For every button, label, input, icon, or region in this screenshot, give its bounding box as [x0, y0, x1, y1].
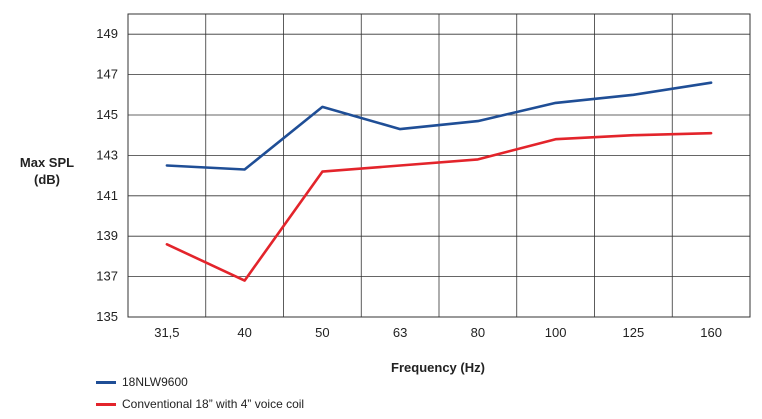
- series-line-2: [165, 131, 713, 282]
- y-tick-label: 147: [96, 67, 118, 82]
- y-tick-label: 141: [96, 188, 118, 203]
- x-tick-label: 125: [623, 325, 645, 340]
- plot-frame: [127, 13, 751, 318]
- legend-swatch-series-2: [96, 402, 116, 406]
- series-layer: [165, 81, 713, 282]
- y-tick-label: 143: [96, 147, 118, 162]
- legend: 18NLW9600 Conventional 18” with 4” voice…: [96, 371, 304, 415]
- x-axis-title: Frequency (Hz): [391, 360, 485, 375]
- y-axis-title-line-1: Max SPL: [20, 155, 74, 170]
- x-tick-label: 63: [393, 325, 407, 340]
- y-tick-labels: 149 147 145 143 141 139 137 135: [96, 26, 118, 324]
- x-tick-labels: 31,5 40 50 63 80 100 125 160: [154, 325, 722, 340]
- x-tick-label: 100: [545, 325, 567, 340]
- x-tick-label: 160: [700, 325, 722, 340]
- y-tick-label: 139: [96, 228, 118, 243]
- series-line-1: [165, 81, 713, 171]
- x-tick-label: 40: [237, 325, 251, 340]
- y-tick-label: 145: [96, 107, 118, 122]
- x-tick-label: 31,5: [154, 325, 179, 340]
- legend-item-series-2: Conventional 18” with 4” voice coil: [96, 393, 304, 415]
- y-tick-label: 135: [96, 309, 118, 324]
- x-tick-label: 50: [315, 325, 329, 340]
- legend-item-series-1: 18NLW9600: [96, 371, 304, 393]
- y-tick-label: 149: [96, 26, 118, 41]
- legend-label-series-1: 18NLW9600: [122, 375, 188, 389]
- y-axis-title-line-2: (dB): [34, 172, 60, 187]
- grid: [128, 14, 750, 318]
- legend-label-series-2: Conventional 18” with 4” voice coil: [122, 397, 305, 411]
- legend-swatch-series-1: [96, 380, 116, 384]
- x-tick-label: 80: [471, 325, 485, 340]
- y-tick-label: 137: [96, 269, 118, 284]
